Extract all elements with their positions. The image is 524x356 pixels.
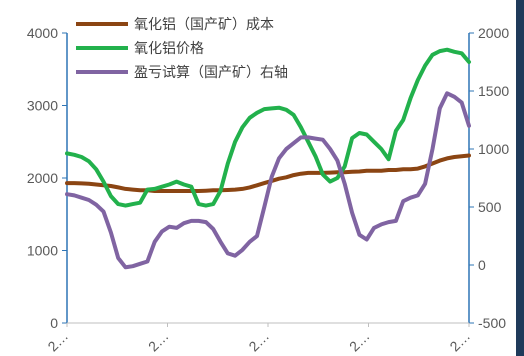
series-line-2 [65,91,471,270]
right-tick-label: -500 [478,315,506,331]
x-tick-label: 2… [245,328,272,355]
x-tick-label: 2… [346,328,373,355]
legend-label-1: 氧化铝价格 [134,41,204,57]
series-line-0 [65,153,471,193]
series-line-1 [65,47,471,208]
x-tick-label: 2… [446,328,473,355]
left-tick-label: 1000 [27,243,58,259]
legend-label-2: 盈亏试算（国产矿）右轴 [134,65,288,81]
x-tick-label: 2… [145,328,172,355]
left-tick-label: 0 [50,315,58,331]
right-tick-label: 1500 [478,83,509,99]
left-tick-label: 4000 [27,25,58,41]
right-tick-label: 2000 [478,25,509,41]
left-tick-label: 2000 [27,170,58,186]
x-tick-label: 2… [44,328,71,355]
legend-label-0: 氧化铝（国产矿）成本 [134,17,274,33]
left-tick-label: 3000 [27,98,58,114]
series-lines [65,47,471,270]
right-tick-label: 0 [478,257,486,273]
right-tick-label: 1000 [478,141,509,157]
right-tick-label: 500 [478,199,502,215]
